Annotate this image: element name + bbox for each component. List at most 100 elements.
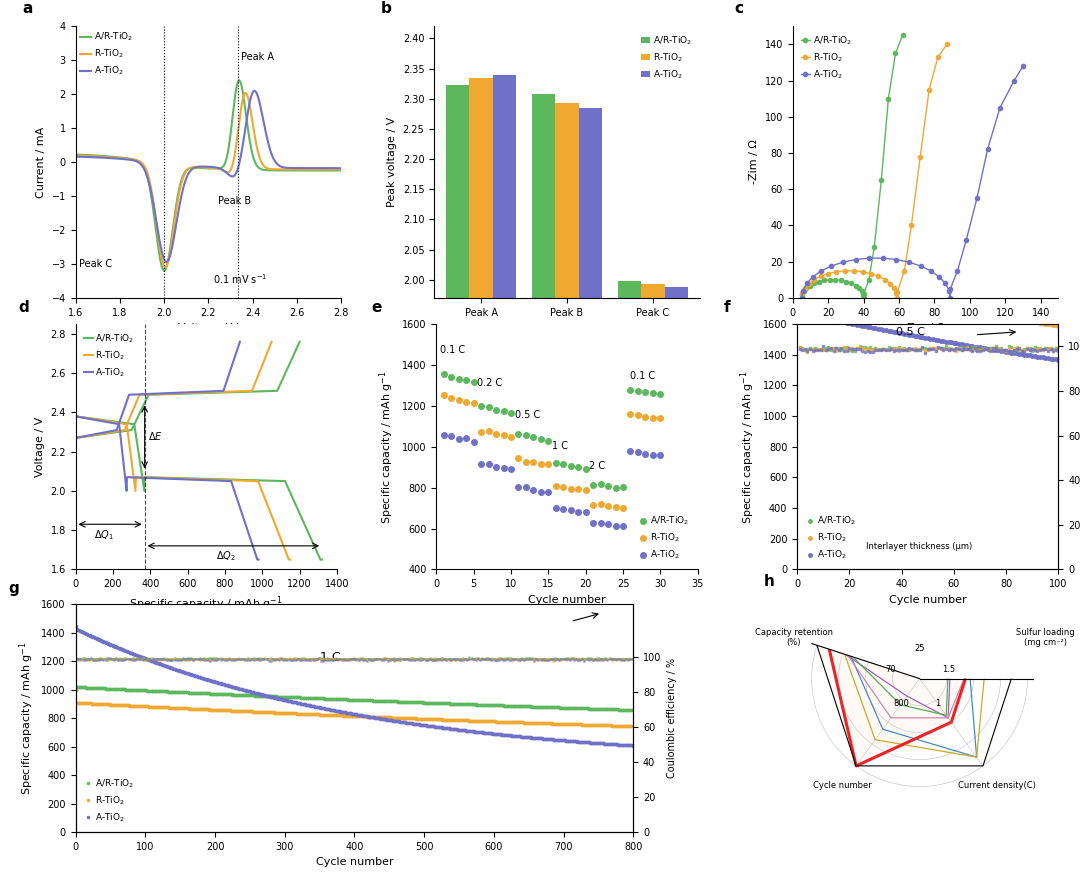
This work: [913, 587, 926, 597]
A/R-TiO$_2$: [468, 377, 481, 387]
R-TiO$_2$: [853, 284, 866, 294]
R-TiO$_2$: [856, 266, 869, 277]
A/R-TiO$_2$: [793, 243, 806, 253]
Line: A-TiO$_2$: A-TiO$_2$: [76, 91, 341, 262]
A/R-TiO$_2$: [647, 387, 660, 398]
Text: e: e: [370, 300, 381, 314]
KB/Mo₂C: [847, 652, 860, 662]
Bar: [618, 281, 642, 876]
X-axis label: Cycle number: Cycle number: [528, 595, 606, 604]
R-TiO$_2$: [639, 412, 652, 422]
R-TiO$_2$: [453, 394, 465, 405]
A-TiO$_2$: [944, 293, 957, 303]
MoS₂: [839, 649, 852, 660]
ZnS-RGA: [913, 641, 926, 652]
A-TiO$_2$: [564, 505, 577, 515]
A-TiO$_2$: [207, 475, 220, 485]
R-TiO$_2$: [298, 164, 311, 174]
A-TiO$_2$: [492, 729, 505, 739]
A/R-TiO$_2$: [818, 275, 831, 286]
A-TiO$_2$: [943, 286, 956, 296]
R-TiO$_2$: [166, 473, 179, 484]
A-TiO$_2$: [626, 740, 639, 751]
This work: [913, 587, 926, 597]
A/R-TiO$_2$: [632, 385, 645, 396]
Text: $\Delta Q_1$: $\Delta Q_1$: [94, 528, 114, 541]
Y-axis label: -Zim / Ω: -Zim / Ω: [750, 139, 759, 185]
A/R-TiO$_2$: [271, 165, 284, 175]
R-TiO$_2$: [224, 166, 237, 176]
Y-axis label: Voltage / V: Voltage / V: [35, 417, 45, 477]
A/R-TiO$_2$: [105, 683, 118, 694]
A-TiO$_2$: [239, 124, 252, 135]
A/R-TiO$_2$: [564, 461, 577, 471]
A-TiO$_2$: [550, 734, 563, 745]
R-TiO$_2$: [1052, 321, 1065, 331]
A-TiO$_2$: [793, 307, 806, 318]
A/R-TiO$_2$: [947, 276, 960, 286]
A/R-TiO$_2$: [519, 430, 532, 441]
A-TiO$_2$: [557, 504, 570, 514]
R-TiO$_2$: [239, 88, 252, 98]
ZnS-RGA: [885, 712, 897, 723]
R-TiO$_2$: [905, 220, 918, 230]
A/R-TiO$_2$: [474, 401, 487, 412]
A-TiO$_2$: [602, 519, 615, 529]
A/R-TiO$_2$: [527, 432, 540, 442]
A/R-TiO$_2$: [927, 272, 940, 282]
A-TiO$_2$: [393, 717, 406, 727]
Text: 0.1 C: 0.1 C: [440, 345, 465, 355]
A/R-TiO$_2$: [232, 75, 245, 86]
X-axis label: Zre / Ω: Zre / Ω: [906, 323, 945, 333]
Text: 1 C: 1 C: [320, 652, 340, 664]
A/R-TiO$_2$: [626, 704, 639, 715]
RPM: [980, 652, 993, 662]
A/R-TiO$_2$: [231, 79, 244, 89]
A/R-TiO$_2$: [453, 373, 465, 384]
A-TiO$_2$: [512, 482, 525, 492]
R-TiO$_2$: [69, 411, 82, 421]
A-TiO$_2$: [482, 459, 495, 470]
Fe₂C-FeN@NCF: [913, 643, 926, 653]
A-TiO$_2$: [527, 484, 540, 495]
Text: 0.2 C: 0.2 C: [477, 378, 502, 388]
R-TiO$_2$: [624, 409, 637, 420]
A/R-TiO$_2$: [497, 406, 510, 417]
Line: R-TiO$_2$: R-TiO$_2$: [798, 274, 1061, 328]
Text: 2 C: 2 C: [590, 462, 606, 471]
ZnS-RGA: [942, 712, 955, 723]
A/R-TiO$_2$: [70, 682, 83, 692]
KB/Mo₂C: [940, 710, 953, 721]
R-TiO$_2$: [947, 302, 960, 313]
A-TiO$_2$: [69, 152, 82, 162]
Fe₂C-FeN@NCF: [970, 752, 983, 762]
A-TiO$_2$: [117, 450, 130, 461]
A/R-TiO$_2$: [835, 275, 848, 286]
Fe₂C-FeN@NCF: [913, 643, 926, 653]
A/R-TiO$_2$: [482, 402, 495, 413]
ZnS-RGA: [964, 657, 977, 668]
R-TiO$_2$: [213, 475, 226, 485]
A/R-TiO$_2$: [233, 475, 246, 485]
Line: MoS₂: MoS₂: [846, 652, 950, 717]
A-TiO$_2$: [647, 449, 660, 460]
R-TiO$_2$: [888, 283, 901, 293]
A-TiO$_2$: [927, 334, 940, 344]
Line: A-TiO$_2$: A-TiO$_2$: [799, 64, 1025, 300]
A/R-TiO$_2$: [863, 274, 876, 285]
KB/Mo₂C: [913, 650, 926, 661]
A-TiO$_2$: [939, 279, 951, 289]
A-TiO$_2$: [252, 555, 265, 565]
R-TiO$_2$: [527, 457, 540, 468]
R-TiO$_2$: [282, 555, 295, 565]
R-TiO$_2$: [864, 268, 877, 279]
R-TiO$_2$: [793, 271, 806, 281]
R-TiO$_2$: [284, 555, 297, 565]
R-TiO$_2$: [231, 133, 244, 144]
A/R-TiO$_2$: [852, 283, 865, 293]
Line: RPM: RPM: [845, 641, 986, 757]
A/R-TiO$_2$: [512, 429, 525, 440]
Line: R-TiO$_2$: R-TiO$_2$: [441, 392, 663, 511]
Fe₂C-FeN@NCF: [876, 724, 889, 734]
R-TiO$_2$: [85, 151, 98, 161]
